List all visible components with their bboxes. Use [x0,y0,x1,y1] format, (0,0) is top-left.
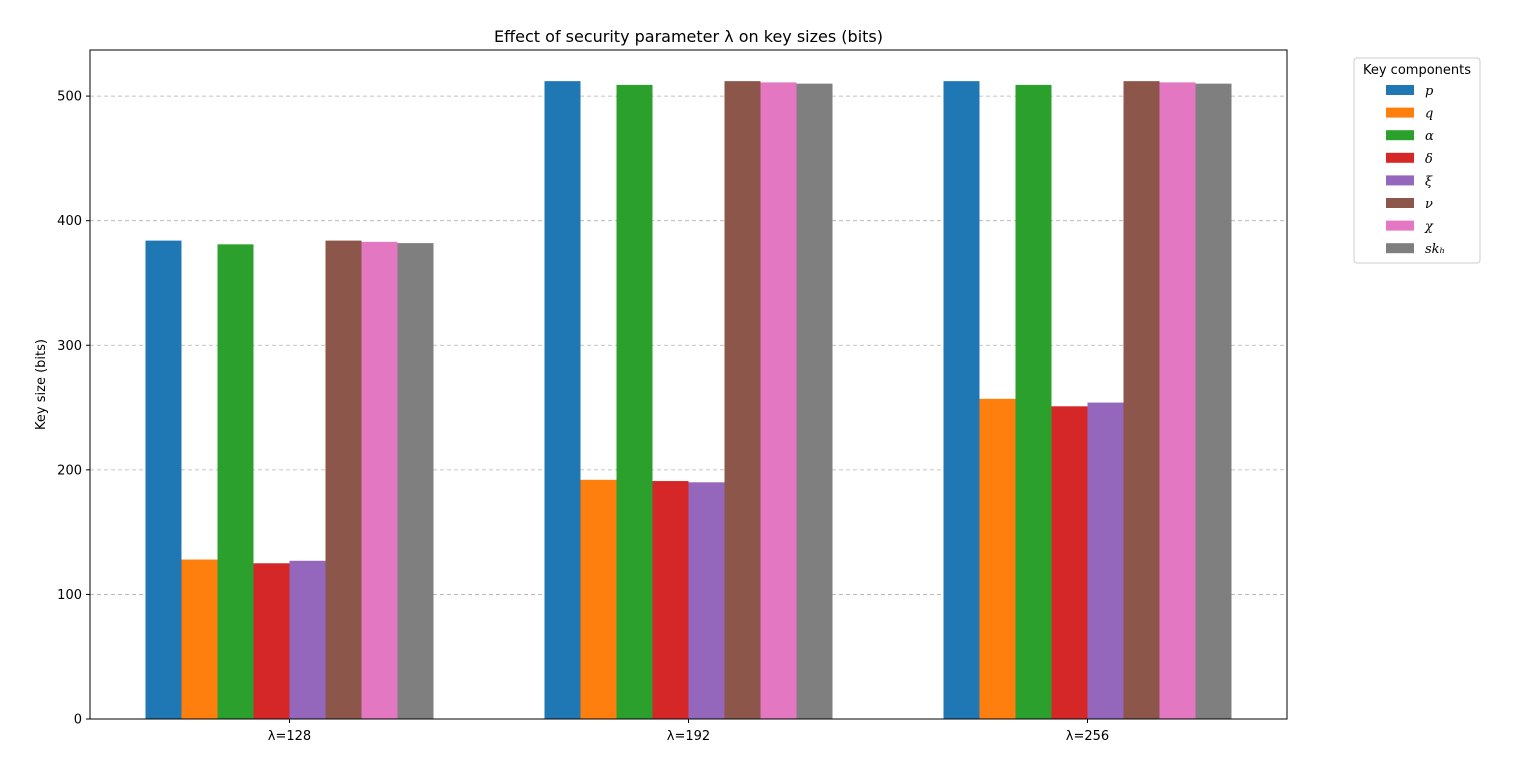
bar [580,479,617,719]
y-tick-label: 500 [57,90,82,105]
chart-title: Effect of security parameter λ on key si… [494,27,883,46]
legend-label: p [1425,84,1434,99]
bar [979,398,1016,719]
legend-swatch [1386,107,1414,118]
bar [289,560,326,719]
legend-swatch [1386,198,1414,208]
bar [1195,83,1232,720]
bars [145,81,1232,720]
legend-swatch [1386,130,1414,141]
bar [688,482,725,719]
bar [1015,84,1052,719]
legend-swatch [1386,85,1414,95]
bar [1051,406,1088,719]
legend-label: ν [1425,197,1433,212]
bar [397,243,434,719]
x-tick-label: λ=256 [1066,729,1109,744]
bar [616,84,653,719]
bar [361,241,398,720]
bar [1087,402,1124,719]
y-tick-label: 400 [57,214,82,229]
y-axis-label: Key size (bits) [34,339,49,430]
legend-swatch [1386,175,1414,186]
bar [1123,81,1160,719]
bar [652,481,689,719]
legend-title: Key components [1363,63,1471,78]
bar [325,240,362,719]
legend-swatch [1386,152,1414,163]
x-tick-label: λ=192 [667,729,710,744]
bar [724,81,761,719]
bar [943,81,980,719]
bar [145,240,182,719]
bar [544,81,581,719]
bar [217,244,254,719]
bar [181,559,218,719]
legend-label: χ [1424,220,1434,235]
legend-swatch [1386,220,1414,231]
bar [253,563,290,719]
legend-label: skₕ [1425,242,1445,257]
legend-label: δ [1425,152,1433,167]
y-axis: 0 100 200 300 400 500 [57,90,90,728]
y-tick-label: 300 [57,339,82,354]
legend-swatch [1386,243,1414,254]
bar [796,83,833,720]
y-tick-label: 200 [57,463,82,478]
legend-label: ξ [1425,174,1433,189]
legend-label: q [1425,107,1433,122]
legend-label: α [1425,129,1434,144]
bar [1159,82,1196,720]
x-axis: λ=128 λ=192 λ=256 [268,719,1109,744]
bar [760,82,797,720]
y-tick-label: 0 [74,713,82,728]
legend-box [1353,57,1481,264]
y-tick-label: 100 [57,588,82,603]
x-tick-label: λ=128 [268,729,311,744]
